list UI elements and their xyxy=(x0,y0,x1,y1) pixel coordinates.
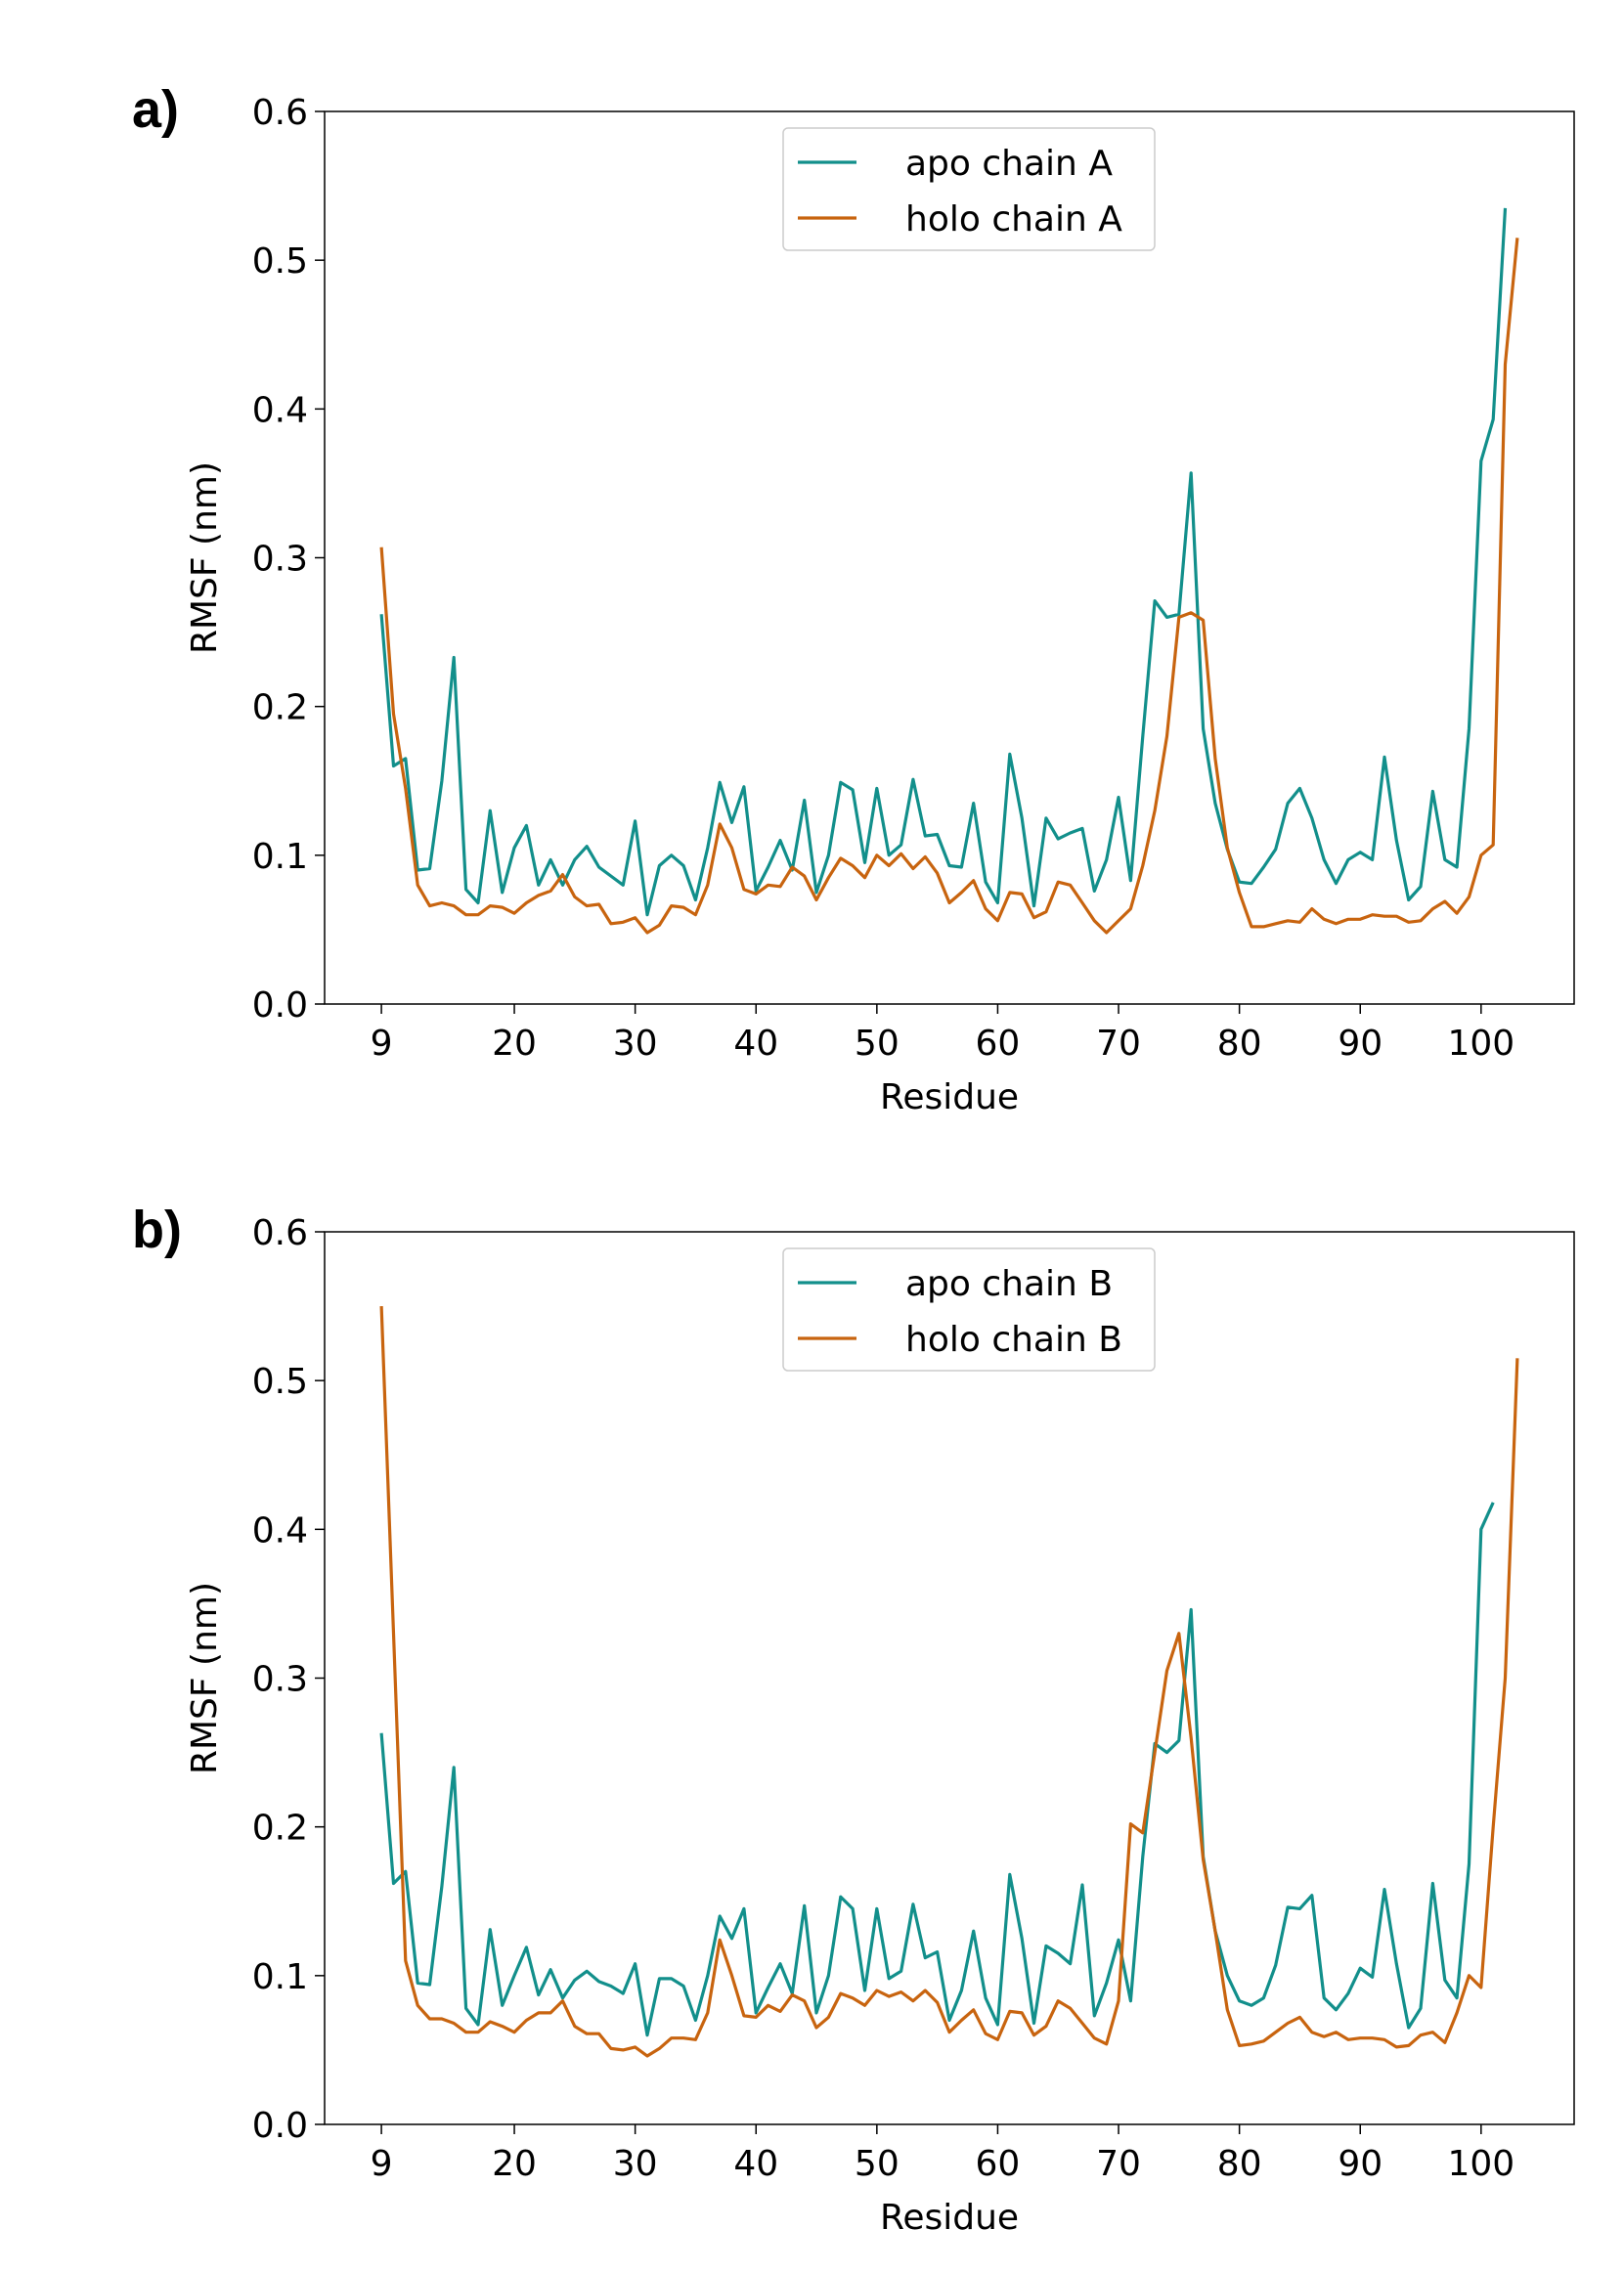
x-tick-label: 90 xyxy=(1338,2144,1383,2184)
x-tick-label: 50 xyxy=(855,2144,900,2184)
series-line xyxy=(379,1306,1519,2058)
legend-label: apo chain B xyxy=(905,1264,1113,1304)
series-line xyxy=(379,207,1508,917)
y-tick-label: 0.6 xyxy=(252,1213,308,1253)
y-tick-label: 0.2 xyxy=(252,688,308,728)
x-tick-label: 50 xyxy=(855,1024,900,1064)
y-tick-label: 0.0 xyxy=(252,2106,308,2146)
x-tick-label: 9 xyxy=(371,1024,393,1064)
plot-frame xyxy=(324,110,1575,1005)
x-tick-label: 30 xyxy=(613,1024,658,1064)
x-tick-label: 40 xyxy=(733,2144,778,2184)
panel-label: b) xyxy=(132,1201,182,1259)
x-tick-label: 60 xyxy=(976,1024,1021,1064)
y-tick-label: 0.2 xyxy=(252,1809,308,1849)
x-tick-label: 80 xyxy=(1217,1024,1262,1064)
legend-box xyxy=(782,127,1156,251)
y-tick-label: 0.5 xyxy=(252,241,308,282)
y-axis-label: RMSF (nm) xyxy=(185,1582,225,1774)
x-tick-label: 40 xyxy=(733,1024,778,1064)
y-tick-label: 0.0 xyxy=(252,985,308,1026)
legend-label: apo chain A xyxy=(905,144,1113,184)
y-tick-label: 0.1 xyxy=(252,837,308,877)
x-tick-label: 30 xyxy=(613,2144,658,2184)
x-tick-label: 70 xyxy=(1096,1024,1141,1064)
x-tick-label: 60 xyxy=(976,2144,1021,2184)
x-tick-label: 100 xyxy=(1447,2144,1514,2184)
y-tick-label: 0.6 xyxy=(252,93,308,133)
plot-frame xyxy=(324,1231,1575,2125)
y-tick-label: 0.4 xyxy=(252,1510,308,1551)
x-tick-label: 100 xyxy=(1447,1024,1514,1064)
x-tick-label: 20 xyxy=(492,1024,537,1064)
x-tick-label: 90 xyxy=(1338,1024,1383,1064)
y-tick-label: 0.5 xyxy=(252,1362,308,1402)
series-line xyxy=(379,1502,1495,2037)
legend-box xyxy=(782,1247,1156,1372)
x-tick-label: 80 xyxy=(1217,2144,1262,2184)
x-axis-label: Residue xyxy=(880,1077,1019,1117)
y-axis-label: RMSF (nm) xyxy=(185,461,225,654)
y-tick-label: 0.1 xyxy=(252,1957,308,1997)
legend-label: holo chain B xyxy=(905,1320,1122,1360)
x-tick-label: 70 xyxy=(1096,2144,1141,2184)
y-tick-label: 0.3 xyxy=(252,1660,308,1700)
legend-label: holo chain A xyxy=(905,199,1122,240)
panel-label: a) xyxy=(132,80,179,139)
x-axis-label: Residue xyxy=(880,2198,1019,2238)
x-tick-label: 9 xyxy=(371,2144,393,2184)
y-tick-label: 0.3 xyxy=(252,540,308,580)
x-tick-label: 20 xyxy=(492,2144,537,2184)
series-line xyxy=(379,238,1519,935)
y-tick-label: 0.4 xyxy=(252,390,308,430)
